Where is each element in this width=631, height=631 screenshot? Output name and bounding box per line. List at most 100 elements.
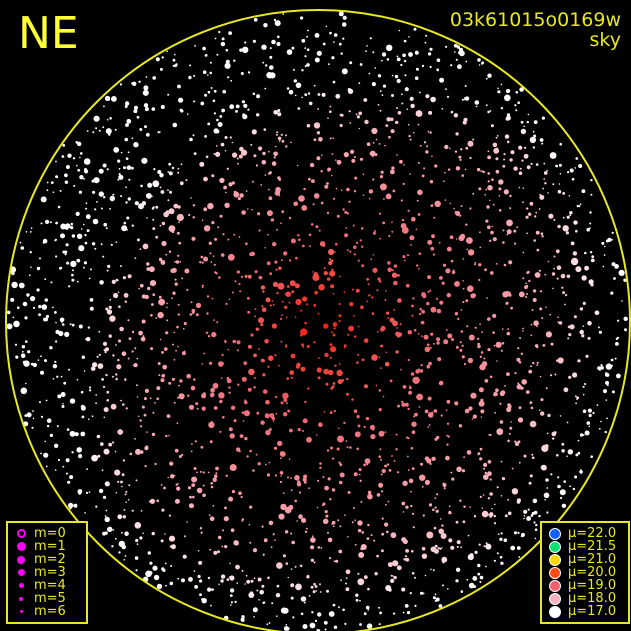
star (199, 579, 203, 583)
star (317, 93, 321, 96)
star (36, 266, 41, 271)
star (353, 314, 355, 317)
star (64, 250, 68, 254)
star (235, 541, 239, 546)
star (480, 409, 485, 414)
star (221, 37, 225, 41)
star (288, 301, 291, 304)
star (308, 594, 311, 597)
star (111, 318, 114, 322)
star (359, 157, 364, 161)
star (326, 272, 329, 275)
star (310, 558, 315, 562)
star (62, 144, 66, 147)
star (556, 265, 562, 271)
star (139, 128, 143, 131)
star (302, 477, 307, 482)
star (539, 290, 543, 293)
star (493, 514, 496, 518)
star (493, 344, 496, 347)
star (469, 156, 472, 160)
star (171, 297, 174, 300)
star (388, 135, 391, 139)
star (579, 329, 584, 335)
star (495, 263, 498, 265)
star (459, 499, 462, 502)
star (135, 538, 139, 543)
star (144, 465, 147, 468)
star (389, 379, 393, 383)
star (536, 364, 539, 366)
star (408, 36, 410, 38)
star (301, 343, 304, 347)
star (221, 353, 224, 357)
star (252, 607, 258, 613)
star (236, 447, 241, 452)
star (91, 242, 96, 246)
star (523, 454, 527, 458)
star (324, 628, 327, 631)
star (395, 433, 398, 436)
star (347, 333, 350, 336)
star (522, 327, 524, 330)
star (387, 500, 390, 503)
star (467, 534, 470, 537)
star (177, 254, 180, 257)
star (544, 499, 546, 501)
star (306, 63, 310, 67)
star (92, 218, 99, 225)
star (118, 540, 126, 548)
star (396, 471, 400, 474)
star (445, 88, 447, 91)
star (309, 622, 316, 629)
star (443, 339, 449, 345)
star (279, 317, 283, 321)
star (228, 576, 231, 579)
star (344, 210, 348, 214)
star (52, 378, 55, 380)
star (394, 74, 399, 79)
star (357, 424, 361, 428)
star (299, 333, 303, 337)
star (214, 237, 218, 241)
star (364, 384, 368, 389)
star (326, 449, 330, 452)
star (75, 211, 80, 216)
star (514, 104, 517, 107)
star (111, 375, 114, 378)
star (204, 54, 208, 57)
star (249, 591, 254, 595)
star (468, 582, 475, 589)
star (302, 418, 308, 424)
star (272, 281, 278, 287)
star (221, 545, 224, 548)
star (235, 564, 240, 570)
star (108, 334, 112, 338)
star (241, 376, 247, 382)
star (201, 393, 207, 399)
star (536, 248, 540, 252)
star (89, 306, 94, 311)
star (216, 118, 219, 122)
star (332, 322, 338, 327)
star (330, 284, 335, 289)
star (365, 605, 370, 610)
star (392, 189, 396, 193)
star (390, 578, 395, 584)
star (64, 173, 68, 178)
star (409, 138, 412, 141)
star (102, 255, 105, 258)
star (101, 469, 104, 472)
star (80, 390, 84, 394)
star (30, 266, 32, 269)
star (106, 168, 109, 171)
star (160, 105, 165, 109)
star (288, 216, 292, 220)
star (494, 411, 497, 414)
star (584, 265, 589, 271)
star (262, 61, 265, 64)
star (492, 313, 497, 318)
star (436, 308, 442, 314)
star (421, 546, 426, 551)
star (415, 228, 418, 231)
